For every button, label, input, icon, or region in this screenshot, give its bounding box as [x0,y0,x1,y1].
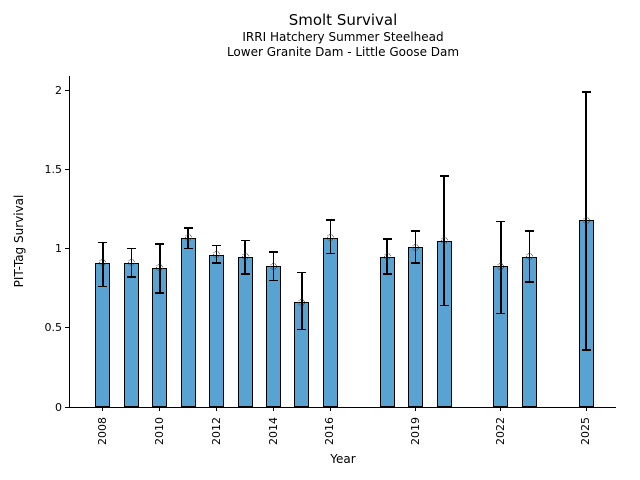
x-tick-label: 2019 [408,417,422,445]
error-bar-cap-bottom [155,292,165,294]
error-bar-cap-bottom [382,273,392,275]
data-point-marker [326,234,334,242]
error-bar-cap-top [183,227,193,229]
error-bar-cap-bottom [411,262,421,264]
bar-2013 [237,256,253,407]
error-bar-cap-bottom [183,247,193,250]
error-bar-cap-bottom [439,304,449,307]
bar-2016 [322,237,338,407]
data-point-marker [184,234,192,242]
error-bar-cap-top [269,251,278,253]
data-point-marker [440,237,448,245]
y-tick-label: 0 [55,400,62,414]
x-axis-label: Year [330,452,356,466]
x-tick-mark [415,407,417,411]
bar-2018 [379,256,395,407]
bar-2011 [180,237,196,407]
error-bar-cap-top [411,230,421,232]
x-tick-label: 2014 [266,417,280,445]
y-tick-mark [65,248,69,250]
error-bar-cap-top [581,91,591,93]
y-tick-mark [65,168,69,170]
y-tick-mark [65,327,69,329]
y-axis-spine [69,76,70,408]
y-tick-mark [65,406,69,408]
error-bar-cap-top [98,241,108,244]
data-point-marker [412,243,420,251]
error-bar-cap-top [524,230,534,232]
error-bar-cap-bottom [496,312,506,315]
error-bar-cap-bottom [98,285,108,288]
data-point-marker [241,253,249,261]
x-tick-label: 2025 [579,417,593,445]
data-point-marker [298,298,306,306]
error-bar-cap-bottom [269,279,278,282]
x-axis-spine [69,407,616,408]
error-bar-cap-bottom [581,349,591,351]
x-tick-mark [159,407,161,411]
error-bar-cap-bottom [240,273,250,275]
bar-2012 [209,254,225,407]
y-tick-label: 2 [55,83,62,97]
bar-2019 [408,247,424,407]
data-point-marker [127,259,135,267]
error-bar-cap-top [496,220,506,223]
plot-area: 0 0.5 1 1.5 2 2008 2010 2012 2014 2016 2019 2022 20… [45,76,616,445]
y-tick-label: 1.5 [44,162,63,176]
bar-2009 [123,262,139,407]
error-bar-cap-top [325,219,335,221]
error-bar-cap-top [240,239,250,242]
error-bar-cap-top [212,244,222,247]
error-bar-cap-bottom [524,281,534,283]
x-tick-mark [500,407,502,411]
y-tick-label: 0.5 [44,321,63,335]
error-bar-cap-bottom [212,262,222,264]
y-tick-mark [65,89,69,91]
data-point-marker [270,262,277,270]
x-tick-label: 2012 [209,417,223,445]
x-tick-label: 2008 [95,417,109,445]
chart-subtitle-line2: Lower Granite Dam - Little Goose Dam [226,45,460,59]
error-bar-cap-bottom [325,252,335,255]
error-bar-cap-top [382,238,392,240]
x-tick-label: 2010 [152,417,166,445]
error-bar-cap-top [297,271,307,274]
data-point-marker [525,253,533,261]
chart-subtitle-line1: IRRI Hatchery Summer Steelhead [242,30,444,44]
error-bar-cap-top [155,243,165,245]
x-tick-label: 2022 [493,417,507,445]
data-point-marker [156,264,164,272]
y-tick-label: 1 [55,242,62,256]
data-point-marker [213,251,221,259]
x-tick-mark [273,407,274,411]
x-tick-mark [585,407,587,411]
x-tick-mark [329,407,331,411]
error-bar-cap-top [439,175,449,177]
error-bar-cap-top [126,247,136,250]
x-tick-mark [102,407,104,411]
chart-title: Smolt Survival [288,11,398,29]
bar-2014 [266,266,281,407]
data-point-marker [582,216,590,224]
error-bar-cap-bottom [126,276,136,278]
error-bar-cap-bottom [297,328,307,331]
data-point-marker [383,253,391,261]
data-point-marker [99,259,107,267]
x-tick-mark [216,407,218,411]
x-tick-label: 2016 [323,417,337,445]
data-point-marker [497,262,505,270]
